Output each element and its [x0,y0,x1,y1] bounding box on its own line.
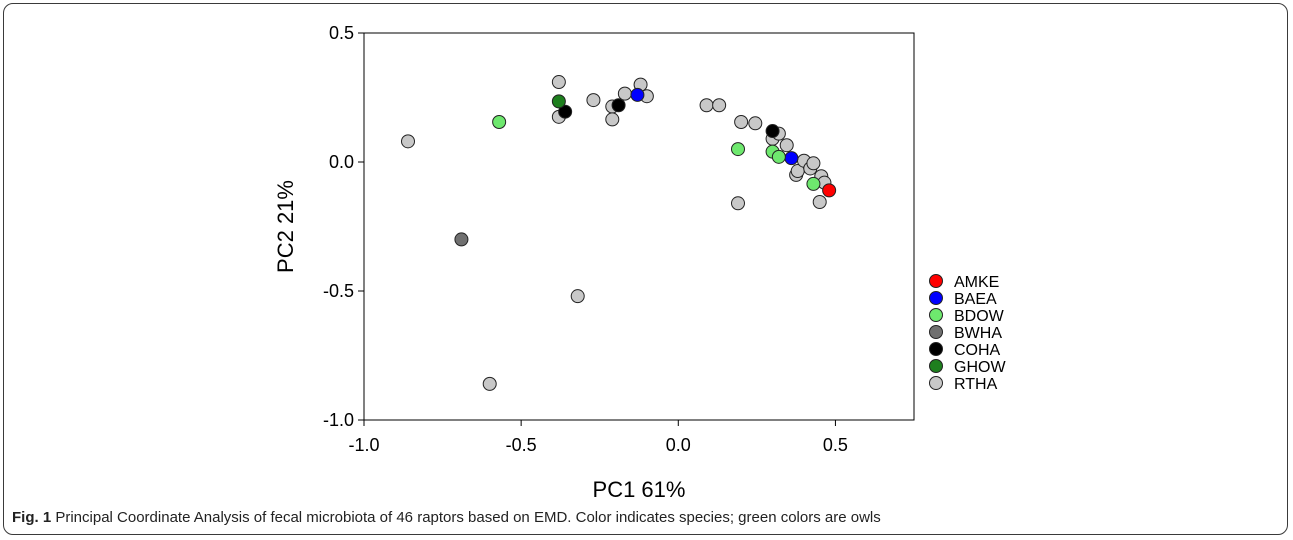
data-point-coha [765,124,780,139]
y-tick-label: -1.0 [323,410,354,430]
data-point-amke [822,183,837,198]
data-point-rtha [806,156,821,171]
y-tick-label: -0.5 [323,281,354,301]
legend-label-bdow: BDOW [954,308,1005,325]
legend-marker-ghow [929,359,943,373]
legend-marker-rtha [929,376,943,390]
legend-marker-coha [929,342,943,356]
data-point-bdow [731,142,745,157]
caption-text: Principal Coordinate Analysis of fecal m… [55,509,881,526]
legend-marker-bwha [929,325,943,339]
data-point-bdow [492,115,507,130]
x-tick-label: -0.5 [506,435,537,455]
data-point-rtha [482,376,497,391]
figure-caption: Fig. 1 Principal Coordinate Analysis of … [12,509,881,526]
x-tick-label: -1.0 [348,435,379,455]
plot-area [363,32,915,421]
legend-marker-amke [929,274,943,288]
data-point-baea [630,87,645,102]
y-tick-label: 0.5 [329,23,354,43]
data-point-rtha [748,116,763,131]
legend-marker-baea [929,291,943,305]
data-point-ghow [551,94,566,109]
y-axis-label: PC2 21% [273,180,298,273]
data-point-rtha [731,196,745,211]
data-point-coha [558,104,573,119]
data-point-rtha [779,138,794,153]
data-point-coha [611,98,626,113]
data-point-rtha [812,194,827,209]
legend-label-baea: BAEA [954,291,997,308]
data-point-bdow [771,149,786,164]
caption-label: Fig. 1 [12,509,52,526]
legend-label-amke: AMKE [954,274,999,291]
data-point-rtha [570,289,585,304]
legend-marker-bdow [929,308,943,322]
data-point-rtha [617,86,632,101]
data-point-rtha [551,75,566,90]
figure-frame [3,3,1288,535]
data-point-baea [784,151,799,166]
legend-label-bwha: BWHA [954,325,1002,342]
data-point-bdow [806,176,821,191]
data-point-rtha [699,98,714,113]
data-point-rtha [712,98,727,113]
data-point-rtha [605,112,620,127]
x-tick-label: 0.0 [666,435,691,455]
legend-label-rtha: RTHA [954,376,998,393]
legend-label-coha: COHA [954,342,1001,359]
y-tick-label: 0.0 [329,152,354,172]
data-point-bwha [454,232,469,247]
data-point-rtha [734,115,749,130]
x-tick-label: 0.5 [823,435,848,455]
data-point-rtha [586,93,601,108]
legend-label-ghow: GHOW [954,359,1006,376]
x-axis-label: PC1 61% [593,477,686,502]
data-point-rtha [401,134,415,149]
